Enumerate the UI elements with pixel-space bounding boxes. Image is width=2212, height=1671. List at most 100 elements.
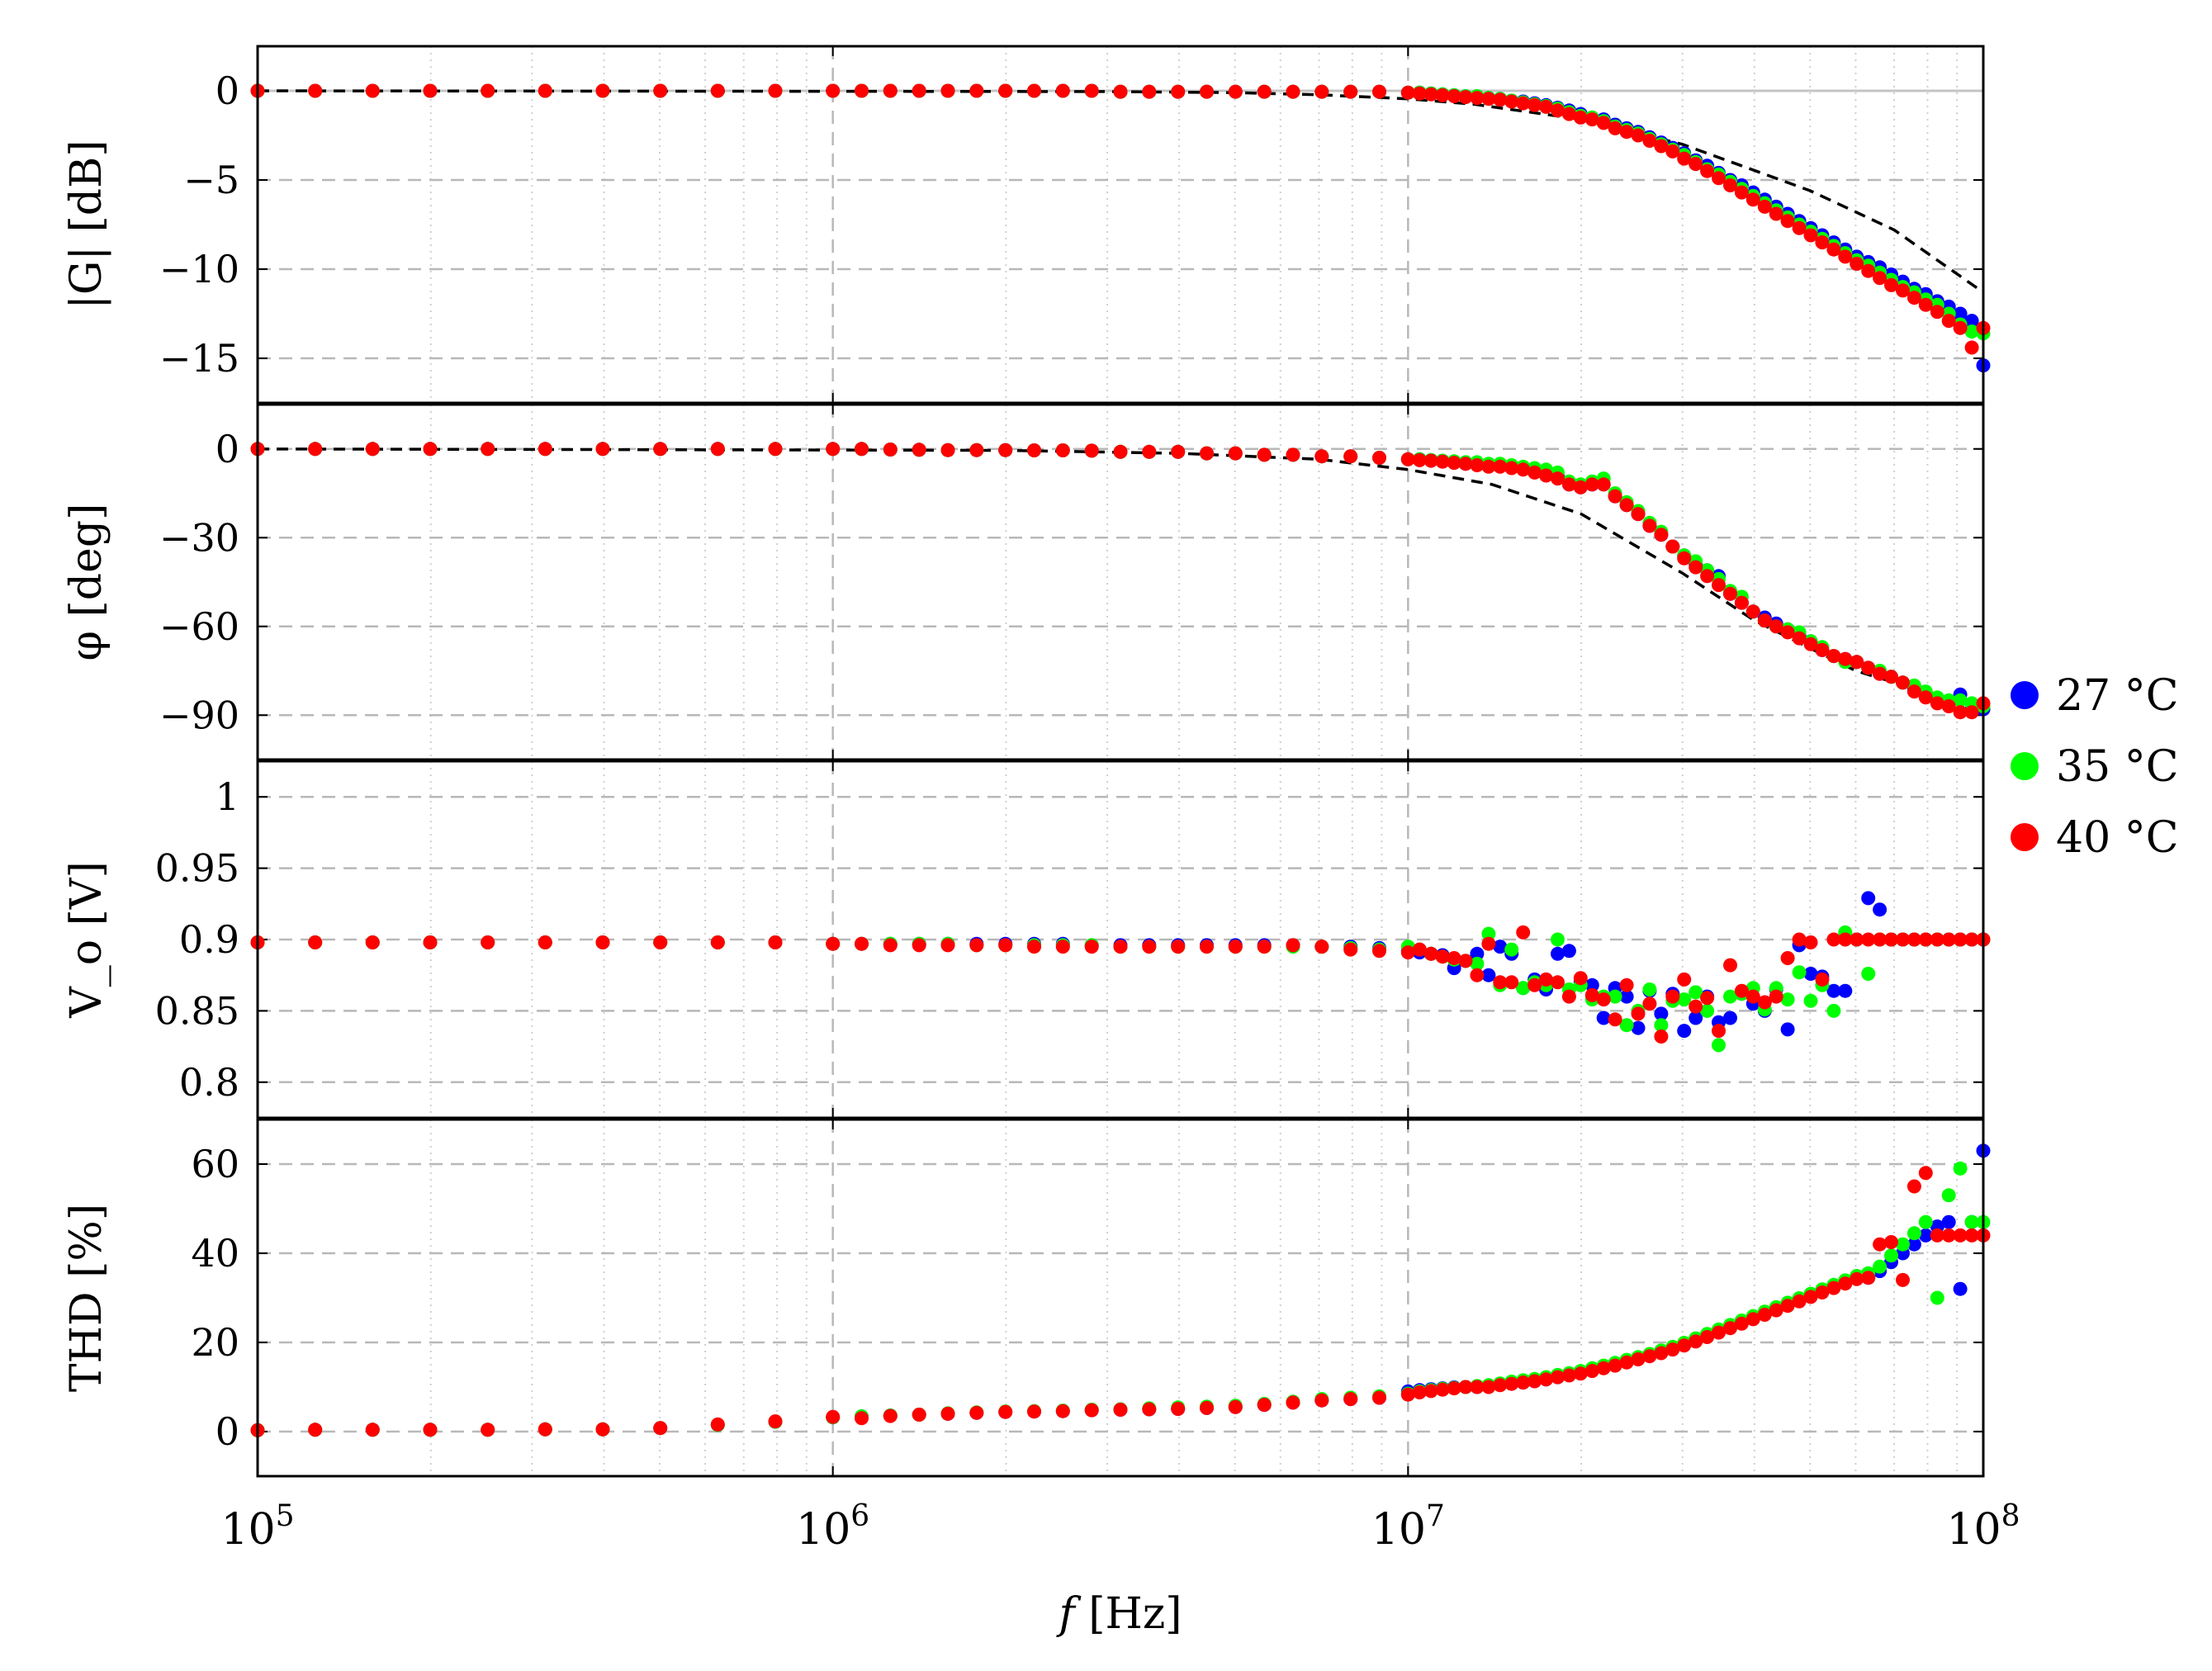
- data-point: [1850, 932, 1864, 947]
- data-point: [1745, 1312, 1760, 1327]
- data-point: [1700, 163, 1715, 178]
- data-point: [1343, 1392, 1358, 1407]
- data-point: [1493, 940, 1508, 954]
- data-point: [1493, 1378, 1508, 1393]
- data-point: [1228, 1399, 1243, 1414]
- data-point: [1700, 569, 1715, 584]
- data-point: [1723, 178, 1737, 192]
- data-point: [1873, 666, 1888, 681]
- data-point: [1700, 991, 1715, 1006]
- data-point: [1803, 637, 1818, 651]
- data-point: [1573, 110, 1588, 125]
- data-point: [1113, 940, 1128, 954]
- data-point: [1423, 87, 1438, 102]
- data-point: [1745, 604, 1760, 619]
- data-point: [1539, 468, 1553, 483]
- data-point: [1470, 458, 1485, 472]
- data-point: [1504, 461, 1519, 476]
- data-point: [538, 442, 552, 457]
- data-point: [1769, 1303, 1783, 1318]
- y-axis-label: V_o [V]: [62, 861, 111, 1019]
- data-point: [1372, 84, 1386, 99]
- legend-item: 27 °C: [2011, 671, 2178, 721]
- data-point: [1941, 1214, 1956, 1229]
- data-point: [1113, 444, 1128, 459]
- y-tick-label: 40: [191, 1231, 239, 1276]
- data-point: [768, 83, 783, 98]
- data-point: [1314, 84, 1329, 99]
- y-tick-label: 1: [216, 774, 239, 819]
- data-point: [1723, 958, 1737, 973]
- data-point: [1654, 1030, 1669, 1044]
- data-point: [1400, 945, 1415, 960]
- data-point: [1780, 625, 1795, 640]
- data-point: [423, 442, 438, 457]
- data-point: [1055, 83, 1070, 98]
- data-point: [1964, 314, 1979, 329]
- data-point: [1826, 1003, 1841, 1018]
- data-point: [423, 935, 438, 949]
- data-point: [1027, 1404, 1041, 1419]
- data-point: [1142, 84, 1157, 99]
- data-point: [1689, 560, 1703, 575]
- data-point: [1873, 932, 1888, 947]
- data-point: [1896, 675, 1910, 690]
- data-point: [1953, 705, 1968, 720]
- data-point: [1539, 1372, 1553, 1387]
- data-point: [481, 1422, 495, 1437]
- data-point: [1941, 932, 1956, 947]
- data-point: [1930, 932, 1944, 947]
- data-point: [1055, 940, 1070, 954]
- legend-marker: [2011, 752, 2039, 780]
- panel-frame: [256, 45, 1985, 405]
- data-point: [1815, 642, 1830, 657]
- y-tick-label: −90: [159, 693, 239, 737]
- data-point: [1654, 139, 1669, 154]
- panel-3: 1 0.95 0.9 0.85 0.8 V_o [V]: [62, 760, 1991, 1120]
- data-point: [1953, 1228, 1968, 1243]
- data-point: [1861, 1271, 1876, 1285]
- data-point: [1447, 456, 1461, 471]
- data-point: [1561, 989, 1576, 1004]
- data-point: [1447, 1381, 1461, 1396]
- data-point: [1906, 1237, 1921, 1252]
- data-point: [1481, 926, 1496, 941]
- data-point: [826, 83, 841, 98]
- data-point: [710, 935, 725, 949]
- data-point: [1551, 103, 1565, 118]
- data-point: [1838, 932, 1853, 947]
- data-point: [1343, 84, 1358, 99]
- data-point: [1896, 1272, 1910, 1287]
- data-point: [1481, 936, 1496, 951]
- data-point: [1200, 940, 1214, 954]
- data-point: [1447, 951, 1461, 965]
- data-point: [1631, 128, 1646, 143]
- y-tick-label: 0.8: [179, 1060, 239, 1105]
- data-point: [1055, 1404, 1070, 1418]
- data-point: [1757, 613, 1772, 628]
- data-point: [1200, 1400, 1214, 1415]
- data-point: [1665, 144, 1680, 159]
- data-point: [1561, 944, 1576, 959]
- data-point: [1826, 242, 1841, 257]
- data-point: [1906, 932, 1921, 947]
- minor-grid: [429, 405, 1959, 760]
- panel-frame: [256, 403, 1985, 761]
- data-point: [1677, 1024, 1692, 1039]
- data-point: [710, 83, 725, 98]
- data-point: [1792, 965, 1807, 980]
- data-point: [940, 938, 955, 953]
- data-point: [1861, 932, 1876, 947]
- data-point: [1780, 1022, 1795, 1037]
- data-point: [883, 938, 898, 953]
- data-point: [1423, 1384, 1438, 1399]
- data-point: [1412, 1385, 1427, 1399]
- data-point: [595, 442, 610, 457]
- y-tick-label: 0: [216, 427, 239, 471]
- data-point: [1792, 631, 1807, 646]
- data-point: [1861, 263, 1876, 278]
- data-point: [710, 442, 725, 457]
- data-point: [1528, 1374, 1542, 1389]
- legend-item: 35 °C: [2011, 742, 2178, 792]
- x-tick-exponent: 6: [850, 1499, 869, 1533]
